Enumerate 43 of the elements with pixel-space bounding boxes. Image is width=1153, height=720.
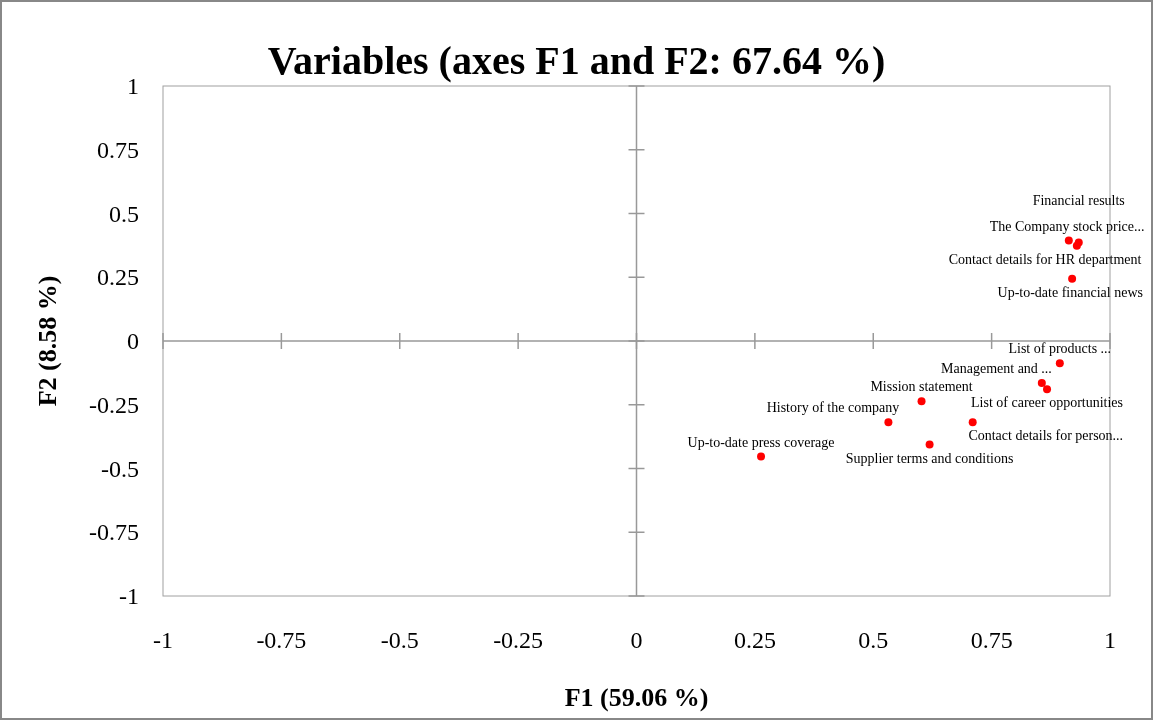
chart-title: Variables (axes F1 and F2: 67.64 %) [267, 38, 886, 83]
point [1037, 379, 1046, 388]
point [1043, 385, 1052, 394]
point [925, 440, 934, 449]
data-label: The Company stock price... [989, 218, 1145, 234]
y-tick-label: 0 [127, 328, 139, 354]
x-tick-label: -0.75 [256, 627, 307, 653]
y-tick-label: -0.5 [101, 455, 139, 482]
x-tick-label: 0.75 [970, 627, 1013, 653]
data-label: Management and ... [941, 361, 1052, 377]
data-label: Financial results [1032, 192, 1125, 208]
point [884, 418, 893, 427]
y-tick-label: -0.25 [89, 391, 139, 418]
point [1055, 359, 1064, 368]
x-tick-label: -0.5 [380, 627, 419, 653]
y-axis-title: F2 (8.58 %) [33, 275, 62, 407]
y-tick-label: 0.25 [97, 264, 139, 291]
data-label: Supplier terms and conditions [845, 450, 1014, 466]
data-label: Up-to-date press coverage [687, 434, 835, 450]
data-label: History of the company [766, 400, 900, 416]
y-tick-label: -1 [119, 583, 139, 609]
point [917, 397, 926, 406]
point [1068, 274, 1077, 283]
data-label: Contact details for HR department [948, 251, 1142, 267]
x-tick-label: -0.25 [493, 627, 544, 653]
x-tick-label: -1 [153, 627, 173, 653]
x-tick-label: 0.25 [733, 627, 776, 653]
data-label: Mission statement [870, 379, 973, 395]
y-tick-label: 0.75 [97, 136, 139, 163]
x-tick-label: 1 [1104, 627, 1116, 653]
point [968, 418, 977, 427]
point [757, 452, 766, 461]
x-tick-label: 0.5 [858, 627, 889, 653]
x-axis-title: F1 (59.06 %) [564, 683, 709, 712]
y-tick-label: 1 [127, 73, 139, 99]
data-label: Up-to-date financial news [997, 284, 1143, 300]
data-label: List of career opportunities [971, 395, 1124, 411]
y-tick-label: 0.5 [109, 200, 139, 227]
point [1064, 236, 1073, 245]
y-tick-label: -0.75 [89, 519, 139, 546]
data-label: Contact details for person... [968, 428, 1124, 444]
data-label: List of products ... [1008, 341, 1112, 357]
x-tick-label: 0 [630, 627, 643, 653]
